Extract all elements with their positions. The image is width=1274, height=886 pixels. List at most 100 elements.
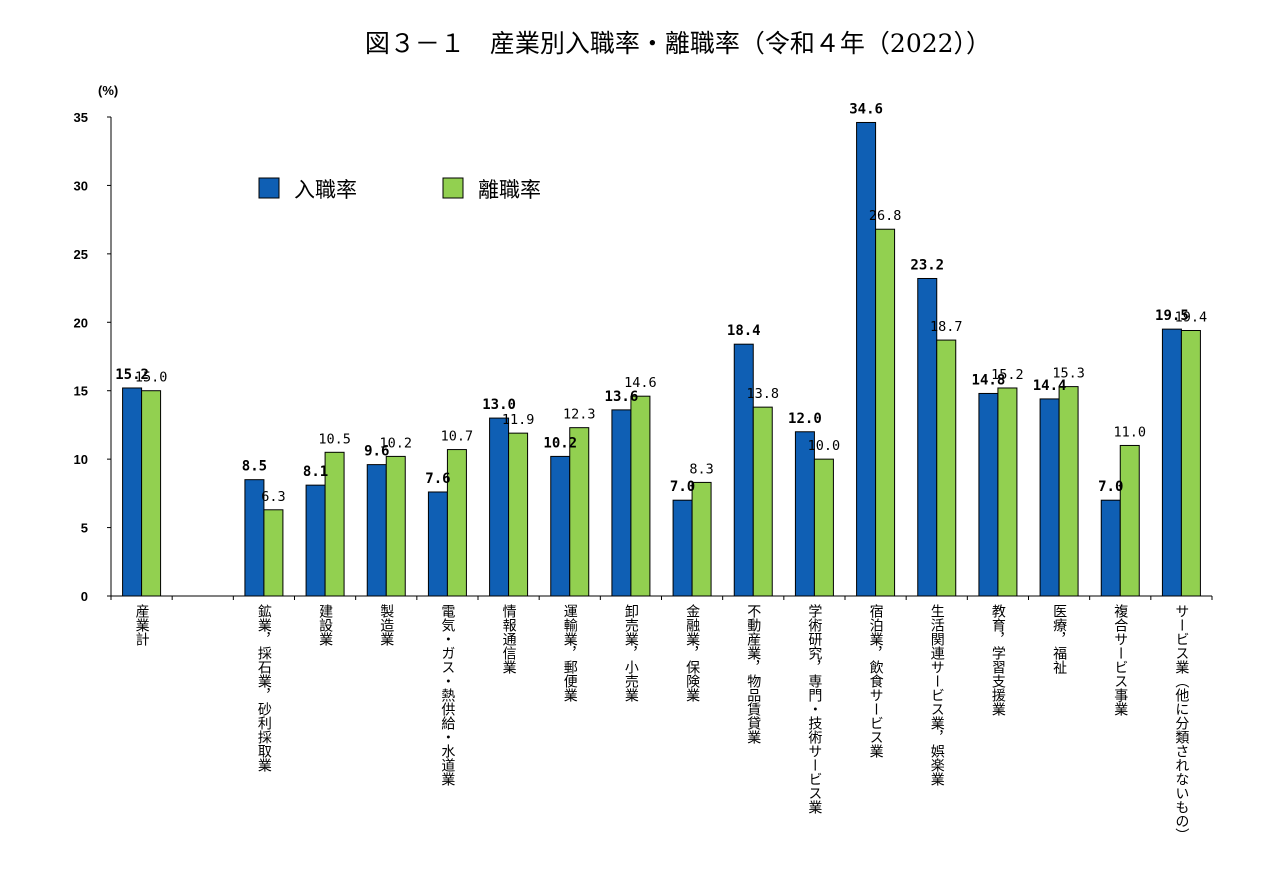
- bar-separation-rate: [385, 455, 406, 597]
- category-label: 鉱業，採石業，砂利採取業: [256, 603, 272, 772]
- data-label-separation-rate: 11.0: [1113, 424, 1146, 440]
- category-label: 不動産業，物品賃貸業: [745, 604, 761, 744]
- chart-title: 図３－１ 産業別入職率・離職率（令和４年（2022））: [365, 29, 991, 58]
- bar-separation-rate: [875, 228, 896, 597]
- bar-hiring-rate: [978, 392, 999, 597]
- data-label-separation-rate: 15.0: [135, 370, 168, 386]
- data-label-separation-rate: 12.3: [563, 407, 596, 423]
- bar-hiring-rate: [1161, 328, 1182, 597]
- data-label-separation-rate: 10.5: [318, 431, 351, 447]
- data-label-hiring-rate: 7.0: [1098, 479, 1123, 495]
- category-label: 建設業: [317, 604, 333, 646]
- data-label-separation-rate: 19.4: [1175, 309, 1208, 325]
- x-axis: 産業計 鉱業，採石業，砂利採取業 建設業 製造業 電気・ガス・熱供給・水道業 情報通信業 運…: [110, 595, 1213, 842]
- data-label-separation-rate: 10.2: [379, 435, 412, 451]
- data-label-hiring-rate: 7.6: [425, 471, 450, 487]
- y-tick-label: 35: [74, 110, 88, 125]
- data-label-separation-rate: 18.7: [930, 319, 963, 335]
- y-tick-label: 10: [74, 452, 88, 467]
- category-label: 産業計: [134, 604, 150, 646]
- data-label-hiring-rate: 13.0: [482, 397, 516, 413]
- data-label-hiring-rate: 9.6: [364, 444, 389, 460]
- y-axis-unit: (%): [98, 83, 118, 98]
- data-label-hiring-rate: 12.0: [788, 411, 822, 427]
- y-tick-label: 0: [81, 589, 88, 604]
- category-label: 生活関連サービス業，娯楽業: [929, 604, 945, 786]
- y-axis: 0 5 10 15 20 25 30 35: [74, 110, 112, 604]
- data-label-separation-rate: 26.8: [869, 208, 902, 224]
- bar-separation-rate: [141, 390, 162, 597]
- data-label-separation-rate: 13.8: [746, 386, 779, 402]
- bar-hiring-rate: [856, 121, 877, 597]
- legend-swatch-hiring-rate: [258, 177, 280, 199]
- bar-separation-rate: [263, 509, 284, 597]
- y-tick-label: 5: [81, 521, 88, 536]
- bar-separation-rate: [1119, 444, 1140, 597]
- category-label: 情報通信業: [501, 604, 517, 674]
- category-label: 製造業: [378, 604, 394, 646]
- bar-separation-rate: [1058, 386, 1079, 597]
- data-label-separation-rate: 6.3: [261, 489, 285, 505]
- bar-hiring-rate: [611, 409, 632, 597]
- bar-hiring-rate: [733, 343, 754, 597]
- data-label-separation-rate: 10.0: [808, 438, 841, 454]
- bar-separation-rate: [997, 387, 1018, 597]
- data-label-hiring-rate: 10.2: [543, 435, 577, 451]
- bar-hiring-rate: [489, 417, 510, 597]
- bar-separation-rate: [569, 427, 590, 597]
- bar-hiring-rate: [1039, 398, 1060, 597]
- data-label-hiring-rate: 13.6: [605, 389, 639, 405]
- bar-separation-rate: [813, 458, 834, 597]
- data-label-hiring-rate: 8.1: [303, 464, 328, 480]
- data-label-separation-rate: 11.9: [502, 412, 535, 428]
- data-label-hiring-rate: 7.0: [670, 479, 695, 495]
- y-tick-label: 15: [74, 384, 88, 399]
- category-label: 運輸業，郵便業: [562, 604, 578, 702]
- category-label: 医療，福祉: [1051, 604, 1067, 675]
- category-label: 卸売業，小売業: [623, 604, 639, 702]
- legend-label-hiring-rate: 入職率: [294, 178, 357, 202]
- bars-group: [122, 121, 1201, 597]
- data-label-hiring-rate: 15.2: [115, 367, 149, 383]
- bar-hiring-rate: [427, 491, 448, 597]
- y-tick-label: 30: [74, 178, 88, 193]
- bar-hiring-rate: [794, 431, 815, 597]
- data-label-hiring-rate: 19.5: [1155, 308, 1189, 324]
- bar-separation-rate: [691, 481, 712, 597]
- bar-separation-rate: [936, 339, 957, 597]
- y-tick-label: 20: [74, 315, 88, 330]
- y-tick-label: 25: [74, 247, 88, 262]
- data-label-hiring-rate: 34.6: [849, 101, 883, 117]
- data-label-hiring-rate: 23.2: [910, 257, 944, 273]
- category-label: サービス業（他に分類されないもの）: [1173, 604, 1189, 842]
- category-label: 宿泊業，飲食サービス業: [868, 603, 884, 758]
- data-label-separation-rate: 14.6: [624, 375, 657, 391]
- data-label-hiring-rate: 8.5: [242, 459, 267, 475]
- data-label-hiring-rate: 18.4: [727, 323, 761, 339]
- category-label: 電気・ガス・熱供給・水道業: [439, 604, 455, 786]
- bar-hiring-rate: [366, 464, 387, 597]
- legend: 入職率 離職率: [258, 177, 541, 202]
- bar-hiring-rate: [672, 499, 693, 597]
- bar-hiring-rate: [550, 455, 571, 597]
- legend-swatch-separation-rate: [442, 177, 464, 199]
- data-label-separation-rate: 8.3: [689, 461, 713, 477]
- category-label: 金融業，保険業: [684, 604, 700, 702]
- category-label: 複合サービス事業: [1112, 603, 1128, 716]
- data-label-separation-rate: 10.7: [441, 429, 474, 445]
- bar-separation-rate: [1180, 329, 1201, 597]
- category-label: 教育，学習支援業: [990, 604, 1006, 716]
- bar-separation-rate: [630, 395, 651, 597]
- bar-separation-rate: [508, 432, 529, 597]
- bar-hiring-rate: [305, 484, 326, 597]
- data-label-separation-rate: 15.2: [991, 367, 1024, 383]
- bar-separation-rate: [752, 406, 773, 597]
- category-label: 学術研究，専門・技術サービス業: [806, 604, 822, 814]
- legend-label-separation-rate: 離職率: [478, 178, 541, 202]
- bar-hiring-rate: [122, 387, 143, 597]
- bar-labels-group: 15.2 8.5 8.1 9.6 7.6 13.0 10.2 13.6 7.0 18.4 12.0 3…: [115, 101, 1207, 504]
- data-label-separation-rate: 15.3: [1052, 366, 1085, 382]
- data-label-hiring-rate: 14.4: [1033, 378, 1067, 394]
- bar-hiring-rate: [1100, 499, 1121, 597]
